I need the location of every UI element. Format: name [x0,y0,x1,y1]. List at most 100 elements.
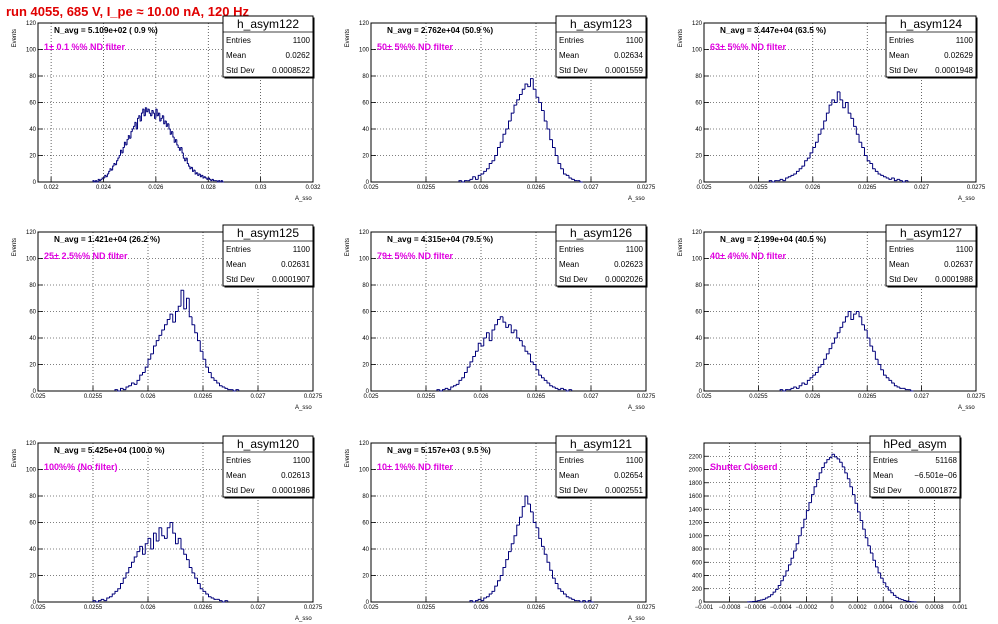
histogram-bin [469,600,473,602]
histogram-bin [834,454,838,458]
stats-value: 51168 [935,456,957,465]
histogram-bin [183,290,187,310]
stats-label: Entries [226,245,251,254]
y-tick-label: 60 [29,310,36,316]
histogram-bin [524,495,528,507]
y-tick-label: 400 [692,574,703,580]
stats-label: Entries [559,36,584,45]
histogram-bin [896,178,900,181]
stats-value: 0.02634 [614,51,643,60]
y-tick-label: 120 [26,21,37,27]
y-tick-label: 60 [695,101,702,107]
y-axis-title: Events [12,29,18,47]
histogram-bin [450,386,454,390]
histogram-bin [194,324,198,334]
histogram-bin [510,543,514,552]
histogram-bin [181,147,184,154]
histogram-bin [158,334,162,341]
stats-label: Mean [559,471,579,480]
histogram-bin [497,318,501,325]
y-tick-label: 20 [29,363,36,369]
histogram-bin [168,123,171,130]
y-tick-label: 100 [692,48,703,54]
x-tick-label: 0.025 [363,394,379,400]
histogram-bin [880,572,884,579]
histogram-bin [535,89,539,98]
histogram-bin [142,546,146,555]
histogram-bin [436,389,440,391]
histogram-bin [831,453,835,458]
histogram-bin [475,350,479,357]
filter-annotation: 100%% (No filter) [44,462,118,472]
histogram-bin [161,329,165,336]
histogram-panel-h_asym125: 0.025 0.0255 0.026 0.0265 0.027 0.0275 0 20 40 60… [12,224,323,411]
x-tick-label: 0.03 [255,185,267,191]
histogram-bin [513,104,517,114]
histogram-bin [172,314,176,323]
histogram-bin [100,178,103,181]
y-tick-label: 0 [366,180,370,186]
histogram-bin [587,600,591,602]
histogram-bin [850,113,854,119]
histogram-bin [532,78,536,90]
histogram-bin [136,551,140,557]
histogram-bin [557,388,561,391]
histogram-bin [502,133,506,143]
histogram-bin [568,596,572,599]
histogram-bin [106,597,110,601]
histogram-bin [823,120,827,129]
stats-label: Std Dev [226,486,254,495]
x-tick-label: 0 [830,605,834,611]
histogram-bin [197,332,201,342]
histogram-bin [177,305,181,312]
histogram-bin [133,556,137,563]
histogram-bin [527,496,531,505]
histogram-bin [866,155,870,162]
histogram-bin [469,361,473,368]
histogram-bin [453,385,457,388]
histogram-bin [872,345,876,352]
y-tick-label: 100 [359,257,370,263]
histogram-bin [849,478,853,488]
stats-value: 0.0001948 [935,66,973,75]
histogram-bin [861,142,865,149]
x-tick-label: 0.025 [30,605,46,611]
stats-label: Mean [226,51,246,60]
histogram-bin [499,141,503,148]
histogram-bin [519,338,523,342]
histogram-bin [191,316,195,326]
x-axis-title: A_sso [628,616,645,622]
histogram-bin [224,387,228,389]
stats-box [869,435,961,498]
histogram-bin [877,566,881,574]
histogram-bin [488,593,492,597]
histogram-panel-h_asym120: 0.025 0.0255 0.026 0.0265 0.027 0.0275 0 20 40 60… [12,435,323,622]
histogram-bin [106,173,109,177]
histogram-bin [565,389,569,392]
histogram-bin [480,173,484,176]
histogram-bin [117,157,120,161]
histogram-bin [816,478,820,487]
histogram-bin [488,332,492,342]
histogram-bin [831,342,835,349]
histogram-bin [455,383,459,386]
filter-annotation: 10± 1%% ND filter [377,462,453,472]
histogram-bin [164,535,168,539]
y-tick-label: 80 [362,74,369,80]
histogram-bin [464,180,468,182]
histogram-bin [790,557,794,565]
histogram-bin [161,527,165,537]
stats-label: Entries [559,245,584,254]
histogram-bin [108,170,111,175]
histogram-bin [825,353,830,360]
x-tick-label: 0.025 [696,185,712,191]
y-tick-label: 120 [359,441,370,447]
filter-annotation: 63± 5%% ND filter [710,42,786,52]
histogram-bin [817,366,821,373]
y-tick-label: 0 [366,600,370,606]
histogram-bin [883,369,887,376]
histogram-bin [139,374,143,381]
histogram-bin [836,91,840,103]
histogram-bin [836,456,840,460]
histogram-bin [828,348,832,354]
